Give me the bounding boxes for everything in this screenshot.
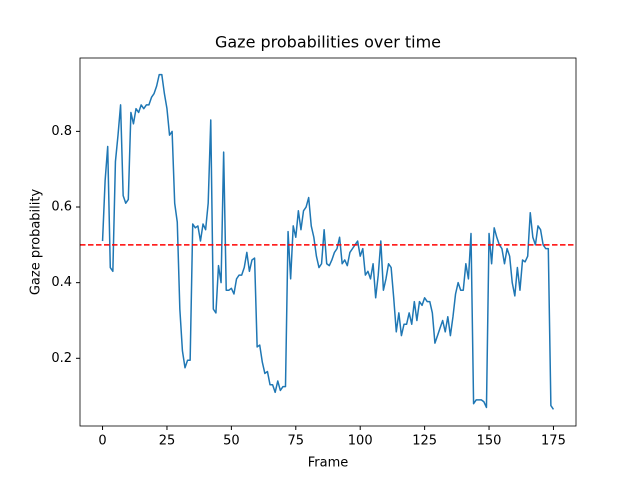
y-tick-label: 0.8 [51, 124, 72, 139]
y-tick-label: 0.6 [51, 200, 72, 215]
x-tick-label: 0 [98, 434, 106, 449]
y-axis-label: Gaze probability [29, 189, 44, 296]
x-tick-label: 50 [223, 434, 240, 449]
line-series [101, 73, 555, 410]
y-tick-label: 0.2 [51, 351, 72, 366]
x-tick-label: 150 [477, 434, 502, 449]
x-tick-label: 175 [541, 434, 566, 449]
x-tick-label: 75 [288, 434, 305, 449]
x-tick-label: 100 [348, 434, 373, 449]
plot-frame [79, 57, 577, 427]
chart-title: Gaze probabilities over time [215, 33, 441, 52]
x-axis-label: Frame [308, 456, 349, 471]
y-tick-label: 0.4 [51, 275, 72, 290]
x-tick-label: 125 [412, 434, 437, 449]
x-tick-label: 25 [159, 434, 176, 449]
